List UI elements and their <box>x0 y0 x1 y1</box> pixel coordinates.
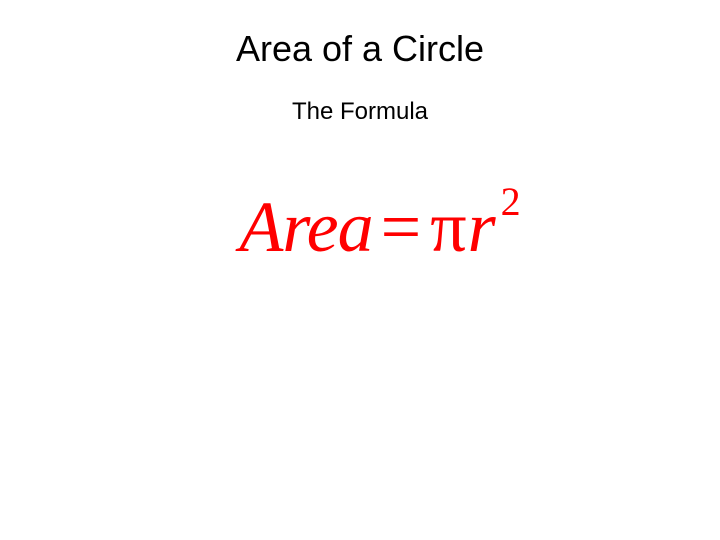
formula-expression: Area=πr <box>239 187 496 267</box>
formula-variable: r <box>468 187 497 267</box>
formula-wrapper: Area=πr2 <box>0 186 720 269</box>
slide-subtitle: The Formula <box>0 98 720 126</box>
slide-title: Area of a Circle <box>0 28 720 70</box>
formula-exponent: 2 <box>501 179 521 224</box>
formula-area-label: Area <box>239 187 372 267</box>
formula-equals: = <box>381 187 423 267</box>
formula-pi: π <box>430 187 467 267</box>
slide-container: Area of a Circle The Formula Area=πr2 <box>0 0 720 540</box>
area-formula: Area=πr2 <box>239 186 520 269</box>
